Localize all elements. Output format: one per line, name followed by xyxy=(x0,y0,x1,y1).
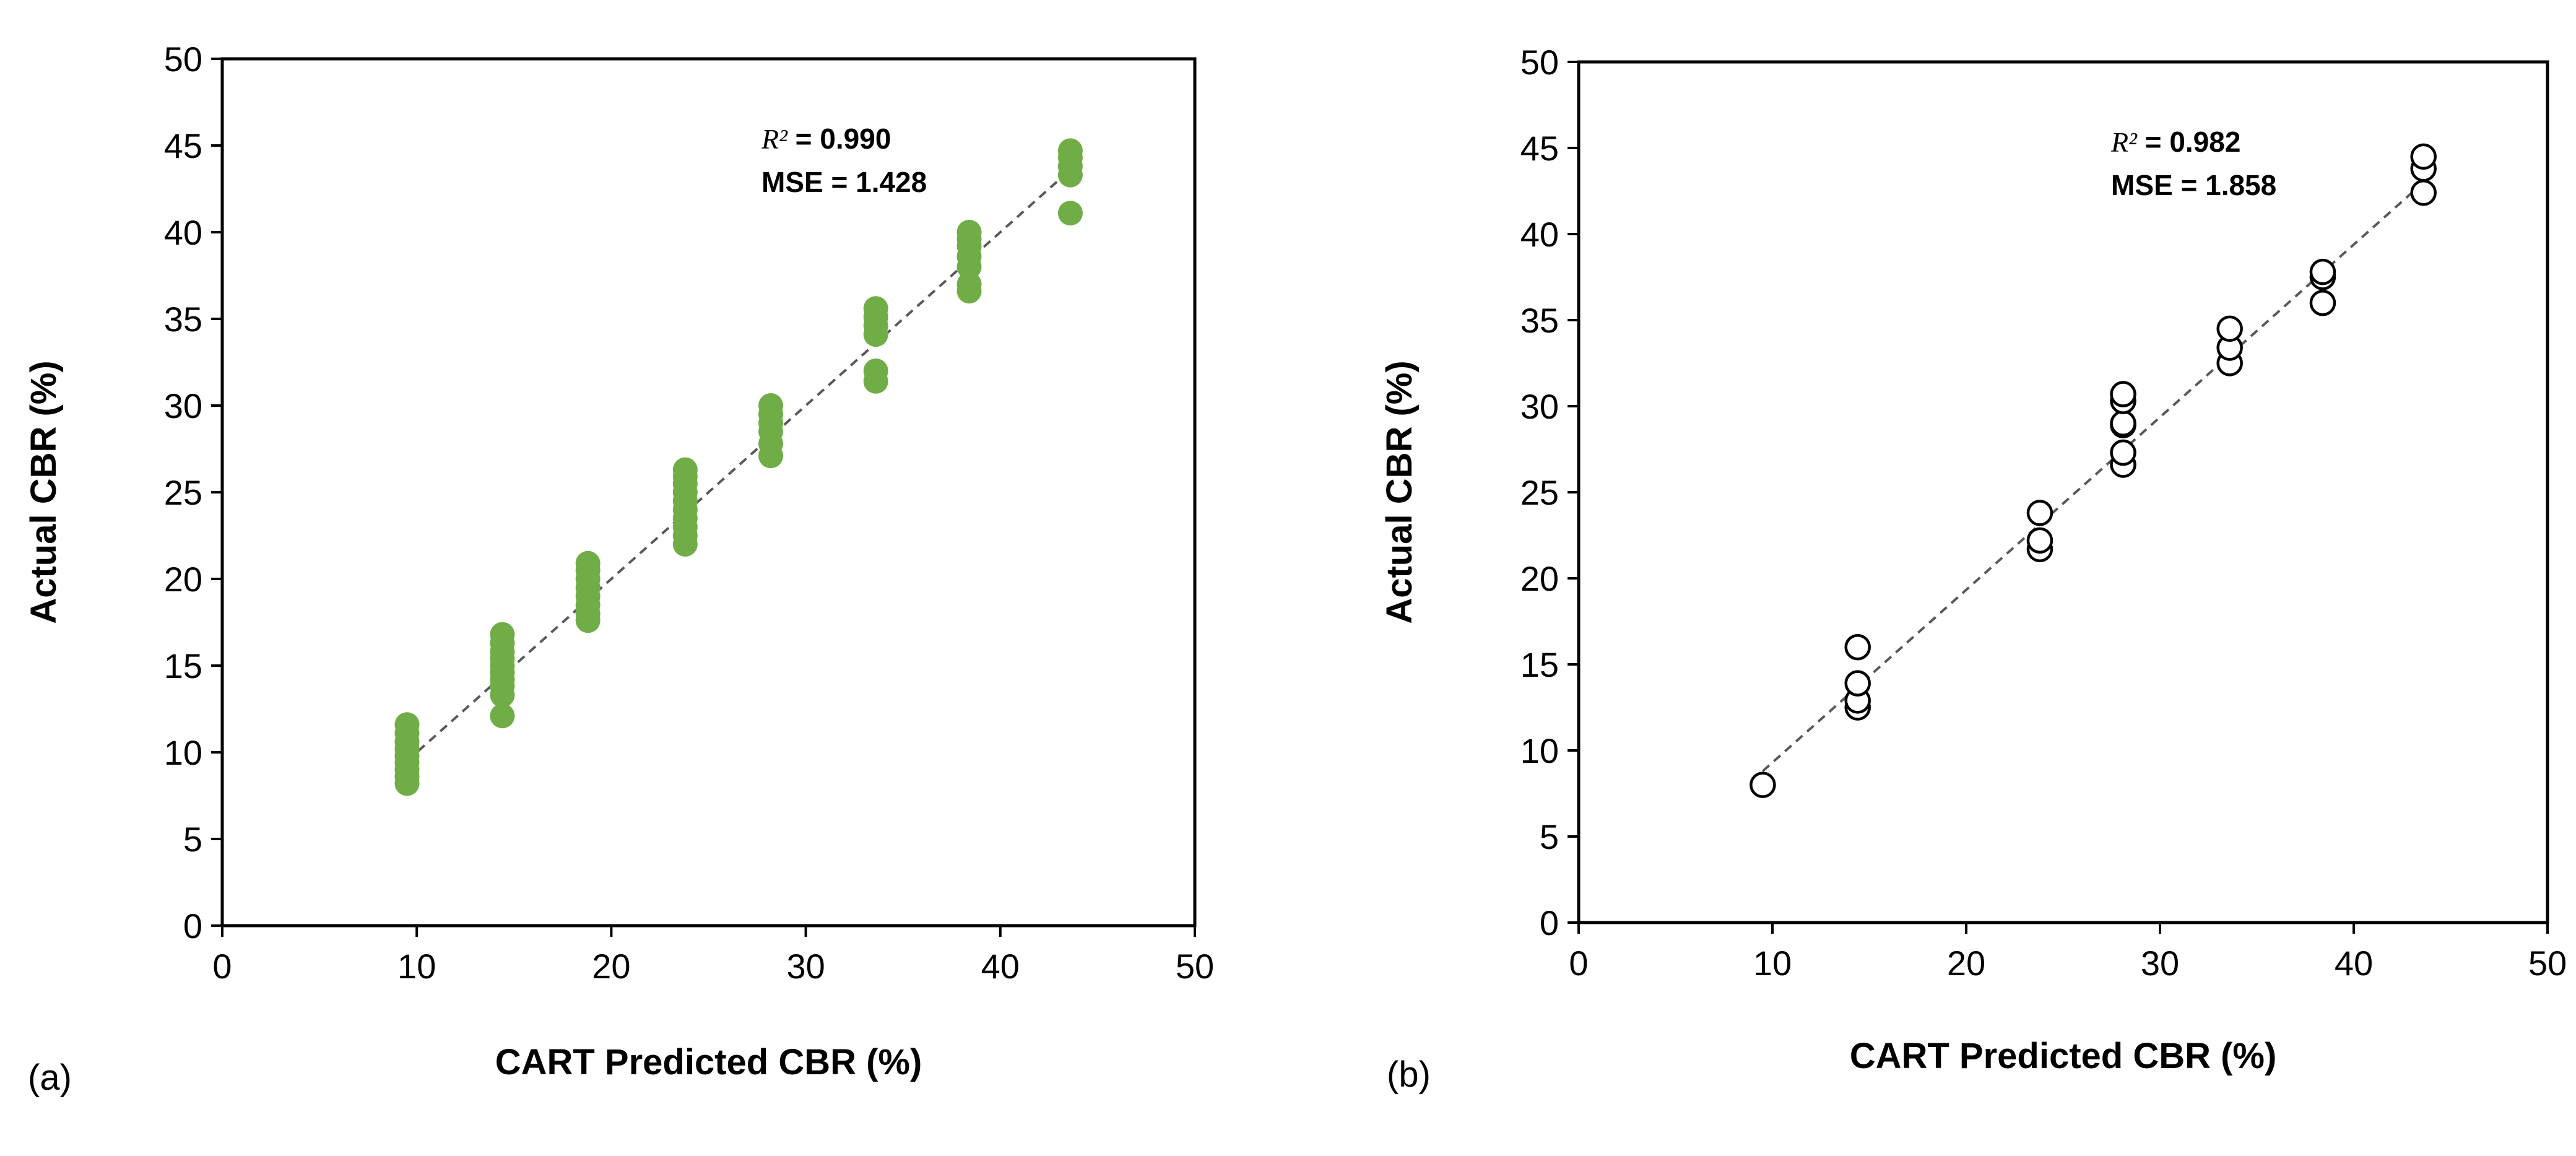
x-tick-label: 40 xyxy=(2335,944,2373,983)
mse-annotation: MSE = 1.858 xyxy=(2111,169,2276,201)
y-tick-label: 30 xyxy=(1520,387,1559,426)
r2-value: = 0.990 xyxy=(787,123,891,155)
x-tick-label: 10 xyxy=(1753,944,1792,983)
chart-panel-a: 0 10 20 30 40 50 0 5 10 15 20 25 30 35 40 45 50 CART Pred… xyxy=(24,40,1214,1098)
data-point xyxy=(2410,180,2437,206)
data-point xyxy=(1844,633,1871,661)
data-point xyxy=(2309,258,2336,285)
data-point xyxy=(2110,439,2136,466)
x-axis-title: CART Predicted CBR (%) xyxy=(1850,1036,2277,1076)
data-point xyxy=(956,272,982,297)
chart-panel-b: 0 10 20 30 40 50 0 5 10 15 20 25 30 35 40 45 50 CART Pred… xyxy=(1379,43,2567,1095)
y-axis-title: Actual CBR (%) xyxy=(24,360,64,624)
y-tick-label: 20 xyxy=(1520,559,1559,598)
x-tick-label: 10 xyxy=(397,947,436,986)
y-tick-label: 40 xyxy=(164,213,202,252)
x-tick-label: 20 xyxy=(1947,944,1985,983)
data-point xyxy=(2026,527,2053,554)
x-tick-label: 30 xyxy=(786,947,825,986)
panel-label: (a) xyxy=(28,1058,72,1098)
y-tick-label: 45 xyxy=(164,126,202,165)
y-tick-label: 0 xyxy=(183,906,202,945)
data-point xyxy=(2110,410,2136,437)
data-point xyxy=(758,393,784,418)
panel-label: (b) xyxy=(1387,1054,1431,1095)
r2-label: R² xyxy=(2110,126,2138,158)
y-tick-label: 5 xyxy=(1540,817,1559,856)
y-tick-label: 35 xyxy=(164,300,202,339)
x-tick-label: 20 xyxy=(592,947,630,986)
y-tick-label: 40 xyxy=(1520,215,1559,254)
y-tick-label: 15 xyxy=(164,646,202,685)
y-tick-label: 10 xyxy=(164,733,202,772)
y-tick-label: 15 xyxy=(1520,645,1559,684)
data-point xyxy=(490,622,515,647)
y-tick-label: 25 xyxy=(164,473,202,512)
data-point xyxy=(490,703,515,729)
data-point xyxy=(2309,289,2336,316)
data-point xyxy=(2026,500,2053,526)
x-tick-label: 50 xyxy=(1176,947,1214,986)
data-point xyxy=(1057,138,1083,163)
x-tick-label: 30 xyxy=(2141,944,2179,983)
y-tick-label: 10 xyxy=(1520,731,1559,770)
y-tick-label: 30 xyxy=(164,386,202,425)
data-point xyxy=(1750,771,1776,798)
y-axis-title: Actual CBR (%) xyxy=(1379,360,1420,624)
data-point xyxy=(575,550,601,576)
mse-annotation: MSE = 1.428 xyxy=(761,166,927,198)
data-point xyxy=(1844,670,1871,697)
y-tick-label: 50 xyxy=(164,40,202,79)
r2-annotation: R² = 0.982 xyxy=(2110,126,2240,158)
x-tick-label: 40 xyxy=(981,947,1020,986)
r2-label: R² xyxy=(761,123,788,155)
x-tick-label: 0 xyxy=(1569,944,1588,983)
data-point xyxy=(2110,381,2136,407)
data-point xyxy=(2216,315,2243,342)
r2-annotation: R² = 0.990 xyxy=(761,123,891,155)
y-tick-label: 5 xyxy=(183,820,202,859)
data-point xyxy=(863,296,888,321)
y-tick-label: 20 xyxy=(164,560,202,599)
data-point xyxy=(394,712,420,737)
data-point xyxy=(672,457,698,482)
y-tick-label: 25 xyxy=(1520,473,1559,512)
data-point xyxy=(1057,201,1083,226)
plot-frame xyxy=(1577,60,2549,924)
y-tick-label: 0 xyxy=(1540,903,1559,942)
data-point xyxy=(863,359,888,383)
data-point xyxy=(2410,143,2437,170)
x-tick-label: 0 xyxy=(212,947,232,986)
y-tick-label: 50 xyxy=(1520,43,1559,82)
data-point xyxy=(956,220,982,245)
x-tick-label: 50 xyxy=(2528,944,2567,983)
r2-value: = 0.982 xyxy=(2137,126,2241,158)
y-tick-label: 45 xyxy=(1520,129,1559,168)
y-tick-label: 35 xyxy=(1520,301,1559,340)
x-axis-title: CART Predicted CBR (%) xyxy=(495,1042,922,1082)
